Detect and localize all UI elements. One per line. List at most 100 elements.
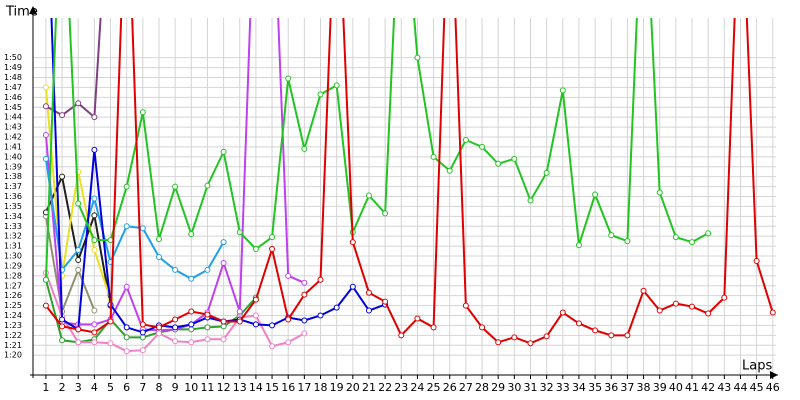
data-point	[188, 231, 195, 238]
data-point	[59, 316, 66, 323]
data-point	[204, 324, 211, 331]
data-point	[285, 316, 292, 323]
x-tick-label: 24	[410, 381, 424, 394]
data-point	[559, 309, 566, 316]
y-tick-label: 1:50	[4, 53, 22, 62]
data-point	[575, 242, 582, 249]
y-tick-label: 1:29	[4, 261, 22, 270]
data-point	[672, 234, 679, 241]
x-tick-label: 10	[184, 381, 198, 394]
data-point	[430, 153, 437, 160]
x-tick-label: 44	[733, 381, 747, 394]
x-tick-label: 19	[330, 381, 344, 394]
x-axis-label: Laps	[742, 359, 772, 374]
x-tick-label: 41	[685, 381, 699, 394]
data-point	[220, 318, 227, 325]
x-tick-label: 42	[701, 381, 715, 394]
data-point	[527, 197, 534, 204]
y-tick-label: 1:20	[4, 351, 22, 360]
y-tick-label: 1:27	[4, 281, 22, 290]
series-line	[44, 216, 96, 316]
x-tick-label: 31	[523, 381, 537, 394]
data-point	[285, 272, 292, 279]
data-point	[349, 239, 356, 246]
x-tick-label: 21	[362, 381, 376, 394]
data-point	[236, 229, 243, 236]
data-point	[42, 103, 49, 110]
data-point	[188, 326, 195, 333]
data-point	[285, 339, 292, 346]
data-point	[317, 91, 324, 98]
y-tick-label: 1:46	[4, 93, 22, 102]
data-point	[592, 327, 599, 334]
series-line	[50, 18, 386, 334]
x-tick-label: 20	[346, 381, 360, 394]
x-tick-label: 36	[604, 381, 618, 394]
y-axis-label: Time	[5, 5, 38, 20]
data-point	[592, 191, 599, 198]
data-point	[414, 54, 421, 61]
y-tick-label: 1:31	[4, 242, 22, 251]
plot-area	[42, 18, 776, 355]
data-point	[624, 238, 631, 245]
y-tick-label: 1:36	[4, 192, 22, 201]
y-tick-label: 1:21	[4, 341, 22, 350]
x-tick-label: 6	[123, 381, 130, 394]
data-point	[42, 276, 49, 283]
x-tick-label: 8	[155, 381, 162, 394]
data-point	[75, 100, 82, 107]
data-point	[301, 279, 308, 286]
data-point	[365, 289, 372, 296]
data-point	[91, 321, 98, 328]
x-tick-label: 39	[653, 381, 667, 394]
data-point	[59, 112, 66, 119]
x-tick-label: 27	[459, 381, 473, 394]
data-point	[689, 239, 696, 246]
x-tick-label: 15	[265, 381, 279, 394]
data-point	[91, 195, 98, 202]
x-tick-label: 35	[588, 381, 602, 394]
x-tick-label: 37	[620, 381, 634, 394]
data-point	[139, 347, 146, 354]
x-tick-label: 14	[249, 381, 263, 394]
data-point	[107, 340, 114, 347]
data-point	[139, 329, 146, 336]
x-tick-label: 9	[172, 381, 179, 394]
data-point	[188, 339, 195, 346]
y-tick-label: 1:40	[4, 152, 22, 161]
data-point	[269, 322, 276, 329]
data-point	[59, 323, 66, 330]
data-point	[204, 336, 211, 343]
data-point	[91, 114, 98, 121]
data-point	[285, 75, 292, 82]
data-point	[333, 82, 340, 89]
data-point	[75, 247, 82, 254]
data-point	[220, 148, 227, 155]
y-tick-label: 1:39	[4, 162, 22, 171]
data-point	[75, 256, 82, 263]
y-tick-label: 1:42	[4, 133, 22, 142]
data-point	[107, 237, 114, 244]
y-tick-label: 1:48	[4, 73, 22, 82]
data-point	[479, 324, 486, 331]
data-point	[349, 283, 356, 290]
x-tick-label: 12	[217, 381, 231, 394]
data-point	[59, 337, 66, 344]
y-tick-label: 1:22	[4, 331, 22, 340]
grid	[33, 18, 776, 375]
data-point	[446, 167, 453, 174]
data-point	[220, 259, 227, 266]
data-point	[511, 155, 518, 162]
x-axis-arrow	[770, 371, 778, 379]
x-tick-label: 23	[394, 381, 408, 394]
data-point	[139, 334, 146, 341]
data-point	[107, 318, 114, 325]
y-tick-label: 1:35	[4, 202, 22, 211]
data-point	[75, 266, 82, 273]
data-point	[139, 321, 146, 328]
data-point	[672, 300, 679, 307]
x-tick-label: 11	[200, 381, 214, 394]
y-tick-label: 1:45	[4, 103, 22, 112]
data-point	[188, 275, 195, 282]
